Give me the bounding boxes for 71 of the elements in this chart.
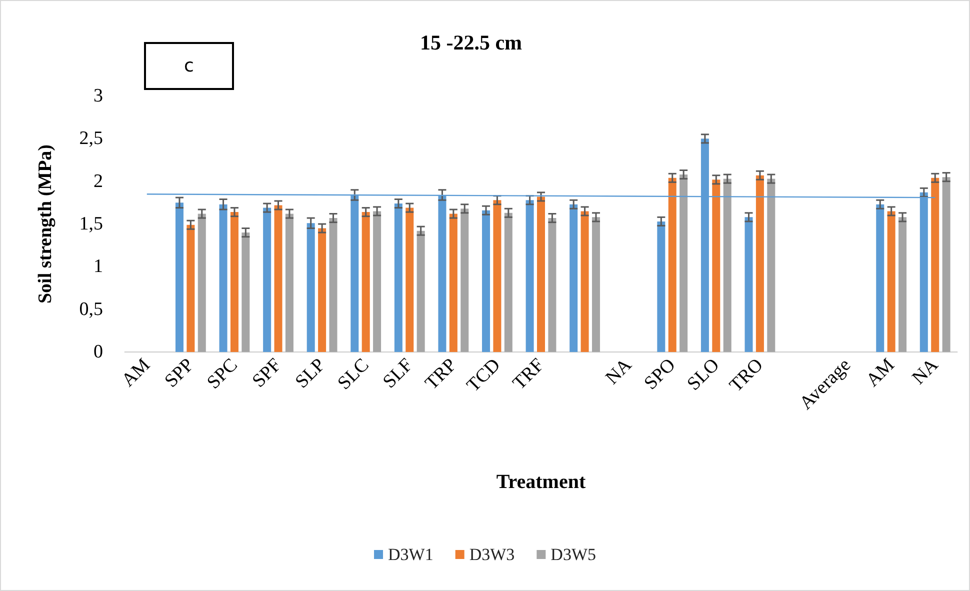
bar xyxy=(898,217,907,352)
y-tick-label: 3 xyxy=(94,86,103,106)
bar xyxy=(657,221,666,352)
bar xyxy=(668,178,676,352)
bar xyxy=(373,211,382,352)
x-tick-label: SLC xyxy=(334,354,374,394)
x-tick-label: TCD xyxy=(462,354,505,396)
x-tick-label: TRF xyxy=(508,354,548,394)
y-tick-label: 0,5 xyxy=(79,298,103,320)
bar xyxy=(548,218,556,352)
bar xyxy=(876,204,884,352)
bar xyxy=(723,178,732,352)
bar xyxy=(329,218,338,352)
legend-label: D3W1 xyxy=(388,545,434,564)
x-tick-label: SPP xyxy=(160,354,198,392)
bar xyxy=(263,208,272,352)
bar xyxy=(416,230,425,352)
bar xyxy=(198,214,206,352)
x-tick-label: TRO xyxy=(726,354,768,396)
bar xyxy=(744,217,753,352)
bar xyxy=(186,224,195,352)
x-tick-label: SLO xyxy=(683,354,724,395)
bar xyxy=(931,178,940,352)
bar xyxy=(230,212,238,352)
y-tick-label: 0 xyxy=(94,342,103,362)
x-tick-label: NA xyxy=(908,354,943,389)
y-tick-label: 1,5 xyxy=(79,214,103,234)
x-tick-label: SPF xyxy=(248,354,286,392)
x-tick-label: SLF xyxy=(379,354,418,393)
bar xyxy=(712,180,720,352)
bar xyxy=(285,214,294,352)
bar xyxy=(504,212,512,352)
bar xyxy=(526,200,534,352)
bar xyxy=(274,205,282,352)
bar xyxy=(482,210,490,352)
x-axis-title: Treatment xyxy=(496,471,586,493)
text: c xyxy=(184,56,194,76)
bar xyxy=(394,204,402,352)
bar xyxy=(537,196,545,352)
bar xyxy=(887,211,896,352)
x-tick-label: SPO xyxy=(640,354,680,394)
y-axis-title: Soil strength (MPa) xyxy=(35,144,56,304)
x-tick-label: SLP xyxy=(291,354,330,393)
legend-label: D3W3 xyxy=(469,545,515,564)
bar xyxy=(680,174,688,352)
bar xyxy=(175,202,184,352)
bar xyxy=(219,204,228,352)
bar xyxy=(580,211,589,352)
y-tick-label: 2 xyxy=(94,170,103,192)
y-tick-label: 1 xyxy=(94,256,103,278)
legend-label: D3W5 xyxy=(550,545,596,564)
bar xyxy=(306,223,315,352)
bar xyxy=(460,208,469,352)
bar xyxy=(493,200,502,352)
bar xyxy=(318,228,326,352)
x-tick-label: AM xyxy=(118,354,154,392)
bar xyxy=(570,204,578,352)
x-tick-label: SPC xyxy=(203,354,242,394)
bar xyxy=(767,178,776,352)
bar xyxy=(362,212,370,352)
bar xyxy=(449,214,458,352)
bar xyxy=(242,232,250,352)
bar xyxy=(756,175,764,352)
x-tick-label: NA xyxy=(602,354,636,389)
bar xyxy=(406,208,414,352)
chart-title: 15 -22.5 cm xyxy=(420,30,523,54)
x-tick-label: TRP xyxy=(421,354,461,394)
x-tick-label: AM xyxy=(862,354,899,392)
y-tick-label: 2,5 xyxy=(79,128,103,150)
bar xyxy=(592,217,600,352)
bar xyxy=(942,177,950,352)
